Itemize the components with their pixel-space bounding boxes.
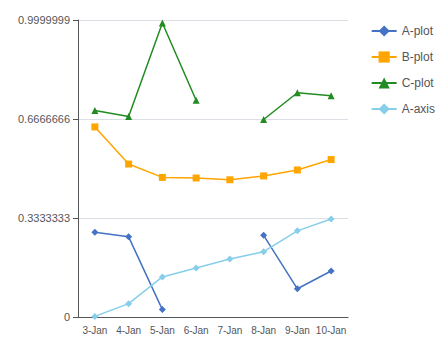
svg-text:9-Jan: 9-Jan	[285, 325, 310, 336]
svg-text:4-Jan: 4-Jan	[116, 325, 141, 336]
svg-text:10-Jan: 10-Jan	[316, 325, 347, 336]
svg-text:5-Jan: 5-Jan	[150, 325, 175, 336]
svg-text:0.3333333: 0.3333333	[18, 212, 70, 224]
svg-text:8-Jan: 8-Jan	[251, 325, 276, 336]
svg-text:3-Jan: 3-Jan	[82, 325, 107, 336]
svg-text:0: 0	[64, 311, 70, 323]
svg-text:B-plot: B-plot	[402, 50, 434, 64]
svg-text:A-axis: A-axis	[402, 102, 435, 116]
svg-text:C-plot: C-plot	[402, 76, 435, 90]
svg-text:0.6666666: 0.6666666	[18, 113, 70, 125]
svg-text:6-Jan: 6-Jan	[184, 325, 209, 336]
svg-text:A-plot: A-plot	[402, 24, 434, 38]
svg-text:0.9999999: 0.9999999	[18, 14, 70, 26]
svg-text:7-Jan: 7-Jan	[217, 325, 242, 336]
